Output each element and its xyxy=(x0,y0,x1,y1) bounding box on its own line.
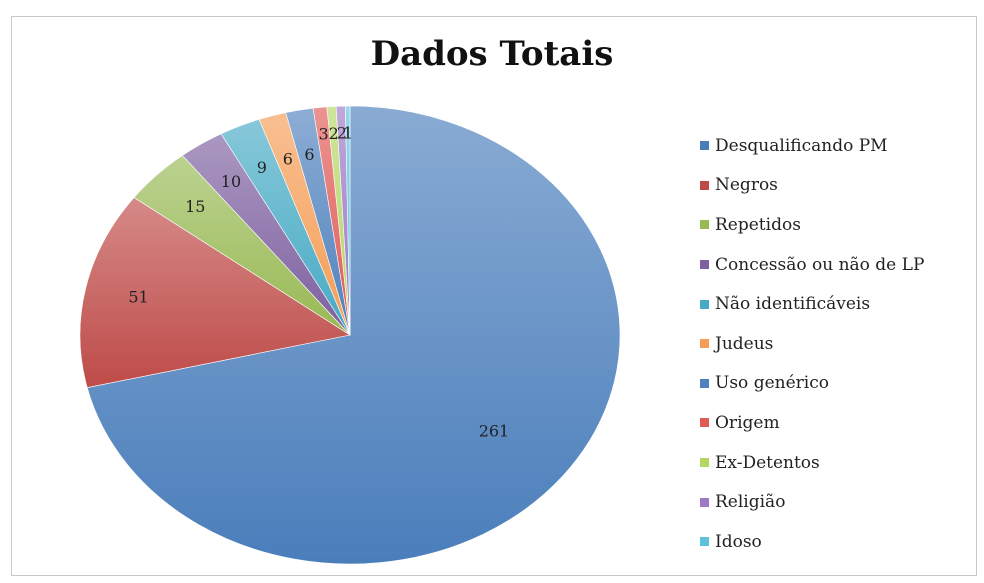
legend-swatch xyxy=(700,418,709,428)
legend-swatch xyxy=(700,299,709,309)
legend-item: Desqualificando PM xyxy=(700,126,924,166)
data-label-6: 6 xyxy=(304,145,314,164)
legend-label: Não identificáveis xyxy=(715,294,871,315)
pie-slice-10 xyxy=(345,105,351,336)
data-label-5: 6 xyxy=(283,150,293,169)
data-label-2: 15 xyxy=(185,197,205,216)
pie-slice-0 xyxy=(86,105,621,565)
data-label-0: 261 xyxy=(479,422,510,441)
legend-label: Religião xyxy=(715,492,786,513)
legend-item: Negros xyxy=(700,166,924,206)
data-label-4: 9 xyxy=(257,158,267,177)
legend-item: Uso genérico xyxy=(700,364,924,404)
data-label-3: 10 xyxy=(221,172,241,191)
legend: Desqualificando PM Negros Repetidos Concess… xyxy=(700,126,924,562)
legend-label: Repetidos xyxy=(715,214,801,235)
legend-label: Ex-Detentos xyxy=(715,452,820,473)
data-label-8: 2 xyxy=(329,124,339,143)
legend-swatch xyxy=(700,260,709,270)
legend-label: Desqualificando PM xyxy=(715,135,888,156)
legend-swatch xyxy=(700,220,709,230)
legend-label: Uso genérico xyxy=(715,373,829,394)
legend-label: Concessão ou não de LP xyxy=(715,254,925,275)
data-label-7: 3 xyxy=(318,125,328,144)
legend-label: Origem xyxy=(715,412,780,433)
legend-item: Ex-Detentos xyxy=(700,443,924,483)
legend-label: Judeus xyxy=(715,333,774,354)
chart-title: Dados Totais xyxy=(370,34,614,74)
legend-label: Negros xyxy=(715,175,778,196)
pie-slice-1 xyxy=(79,197,351,388)
data-label-1: 51 xyxy=(128,288,148,307)
legend-item: Religião xyxy=(700,482,924,522)
legend-swatch xyxy=(700,537,709,547)
legend-item: Repetidos xyxy=(700,205,924,245)
legend-swatch xyxy=(700,378,709,388)
legend-swatch xyxy=(700,141,709,151)
legend-item: Judeus xyxy=(700,324,924,364)
legend-swatch xyxy=(700,339,709,349)
data-label-10: 1 xyxy=(343,123,353,142)
legend-swatch xyxy=(700,180,709,190)
legend-item: Idoso xyxy=(700,522,924,562)
legend-swatch xyxy=(700,497,709,507)
legend-item: Concessão ou não de LP xyxy=(700,245,924,285)
legend-item: Origem xyxy=(700,403,924,443)
legend-item: Não identificáveis xyxy=(700,284,924,324)
legend-swatch xyxy=(700,458,709,468)
legend-label: Idoso xyxy=(715,531,762,552)
data-label-9: 2 xyxy=(337,124,347,143)
